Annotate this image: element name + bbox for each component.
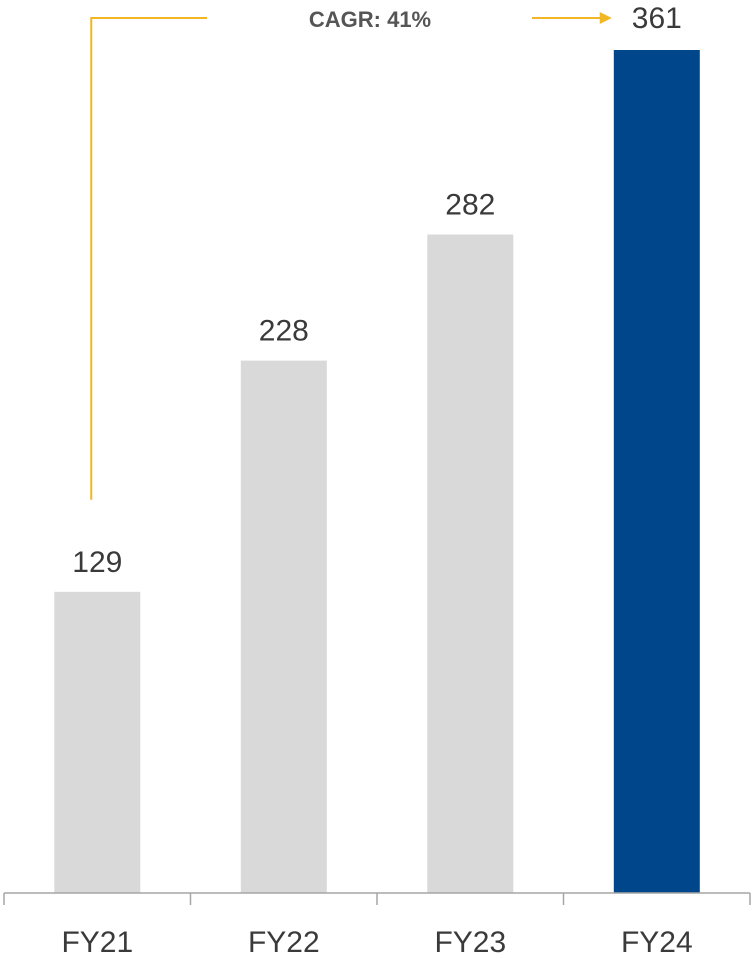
- bar-fy22: [240, 360, 327, 894]
- cagr-annotation: CAGR: 41%: [90, 7, 612, 500]
- bar-fy21: [54, 591, 141, 893]
- arrow-right-icon: [599, 12, 612, 24]
- tick-label-fy24: FY24: [621, 926, 693, 959]
- tick-label-fy21: FY21: [61, 926, 133, 959]
- cagr-label: CAGR: 41%: [309, 7, 431, 32]
- data-label-fy22: 228: [259, 315, 309, 348]
- bar-fy24: [613, 50, 700, 893]
- x-axis: FY21 FY22 FY23 FY24: [3, 892, 751, 959]
- tick-label-fy23: FY23: [434, 926, 506, 959]
- x-axis-tick-labels: FY21 FY22 FY23 FY24: [61, 926, 692, 959]
- tick-label-fy22: FY22: [248, 926, 320, 959]
- x-axis-ticks: [3, 893, 751, 905]
- value-labels-group: 129 228 282 361: [72, 2, 682, 579]
- data-label-fy21: 129: [72, 546, 122, 579]
- bar-fy23: [427, 234, 514, 893]
- data-label-fy23: 282: [445, 189, 495, 222]
- data-label-fy24: 361: [632, 2, 682, 35]
- bars-group: [54, 50, 700, 894]
- cagr-bracket-line: [90, 17, 207, 500]
